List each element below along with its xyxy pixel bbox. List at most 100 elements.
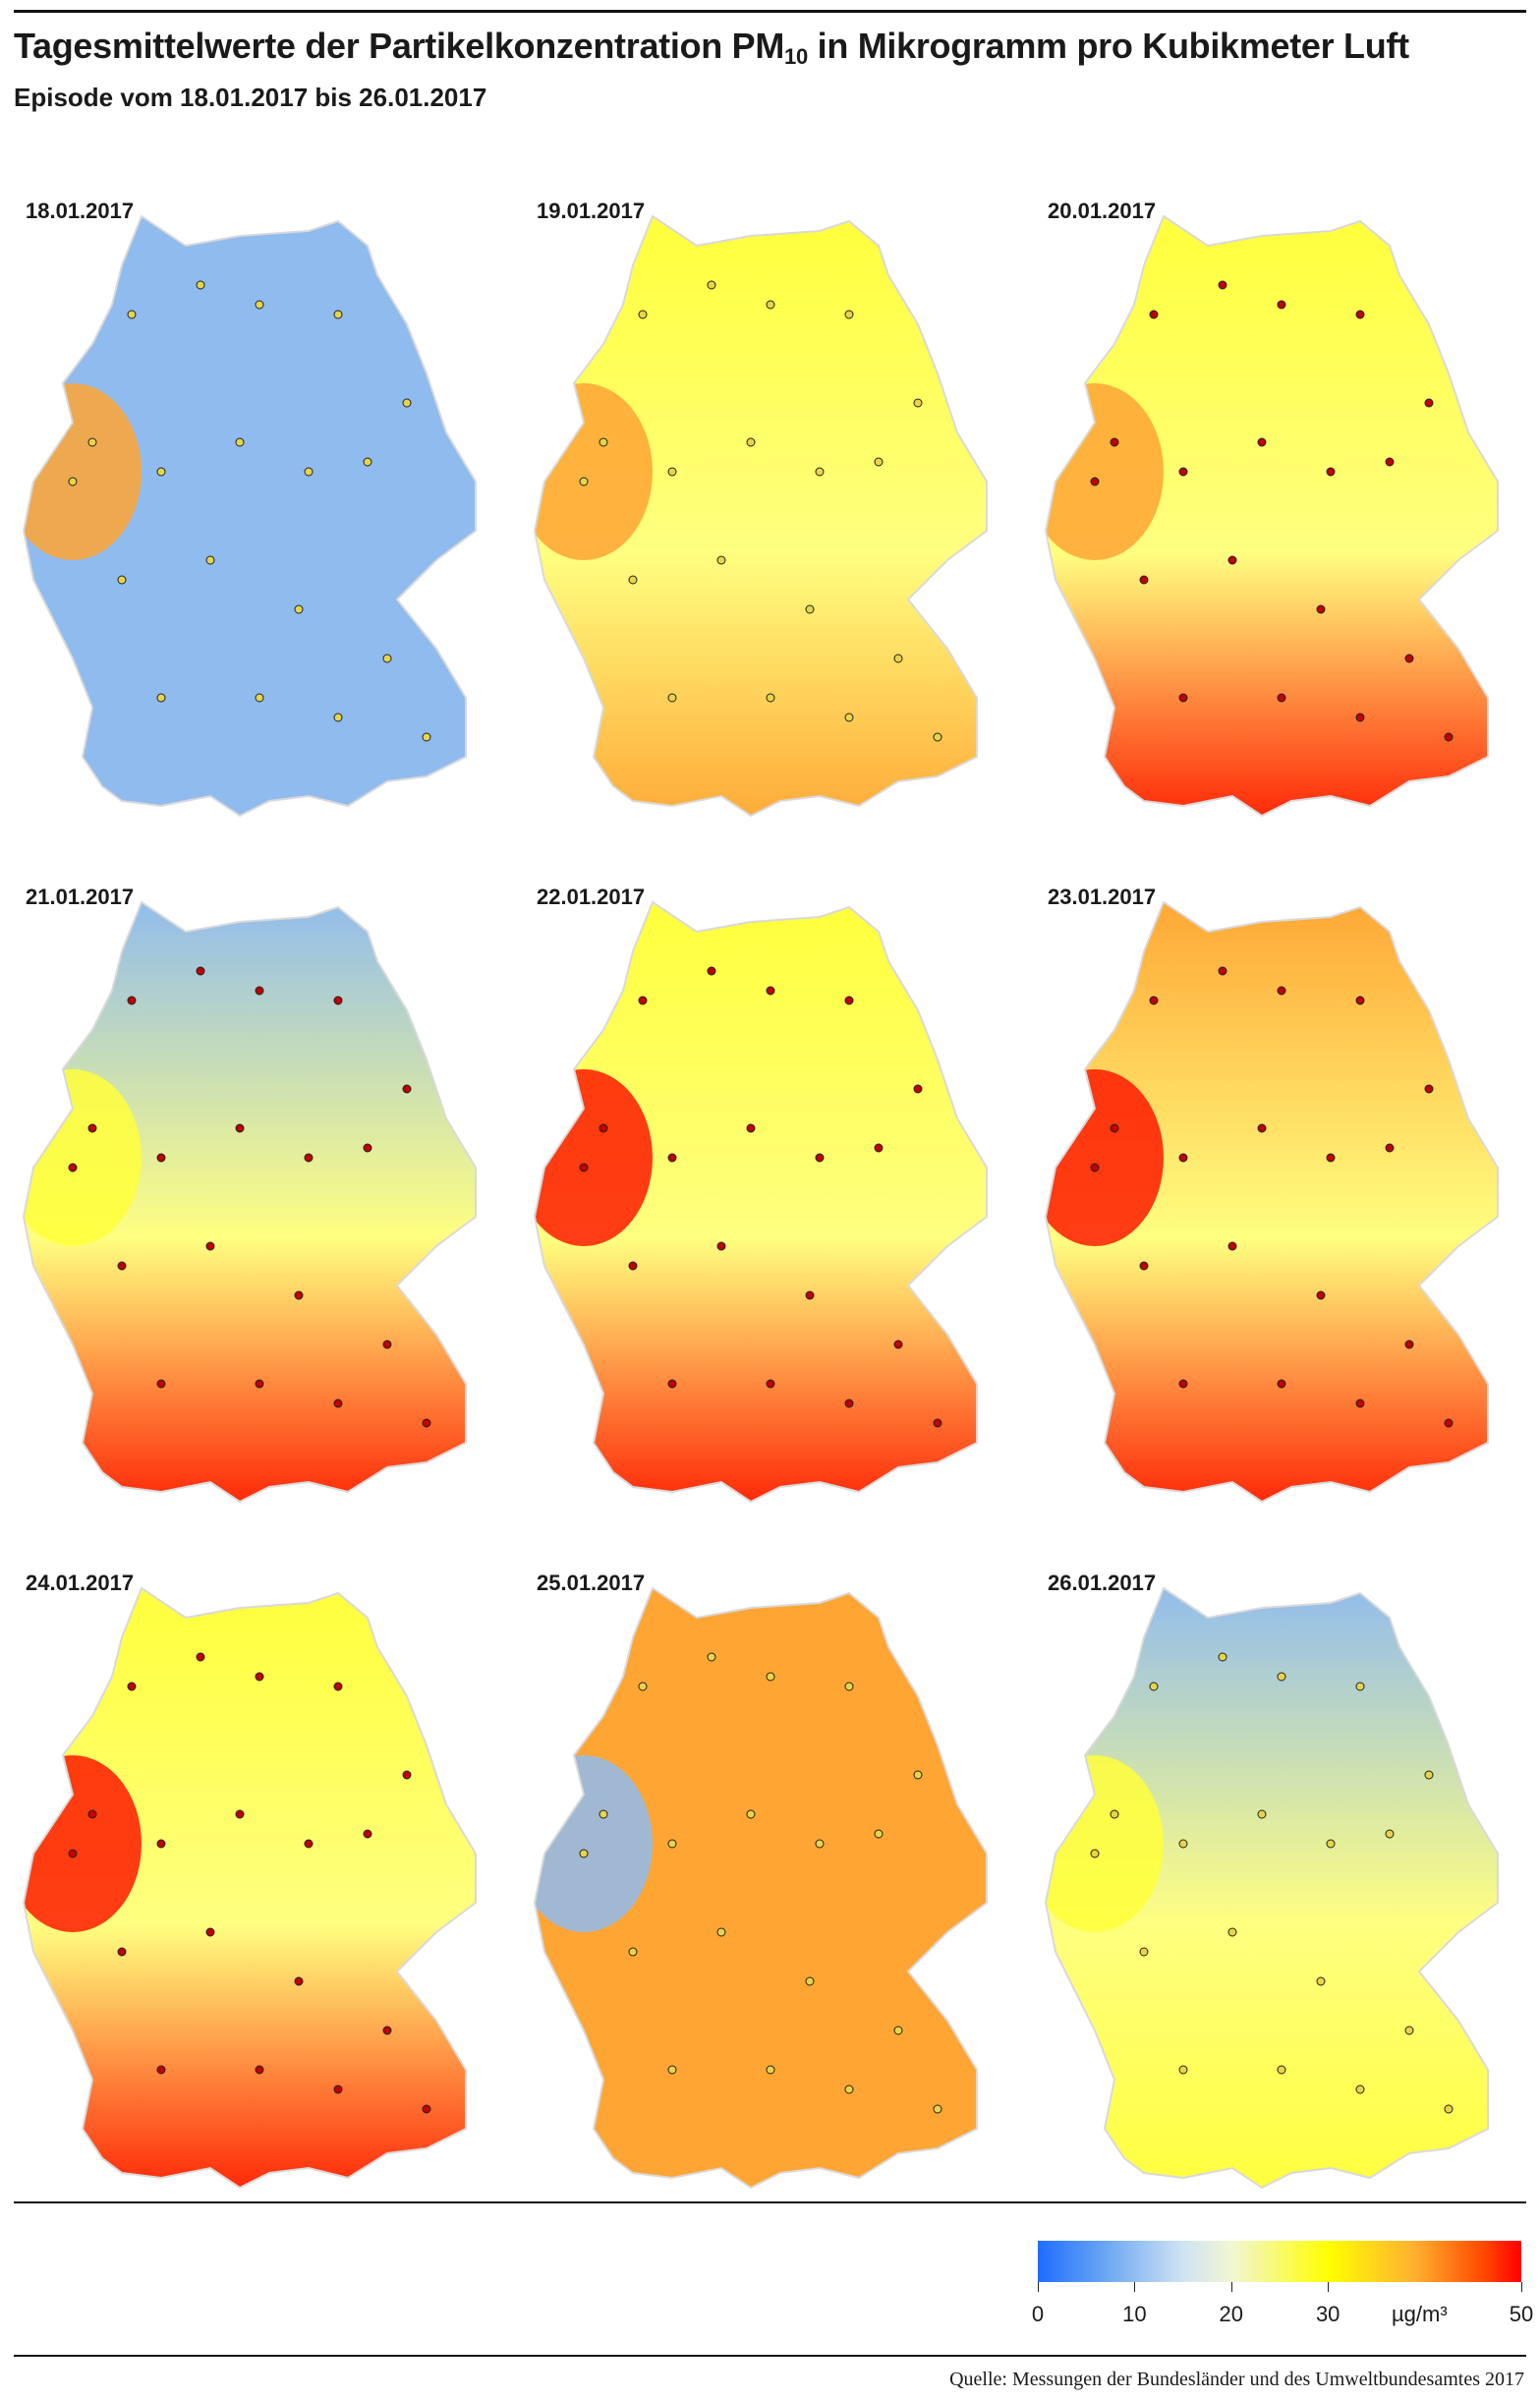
station-marker xyxy=(667,1839,677,1849)
station-marker xyxy=(1326,1839,1336,1849)
station-marker xyxy=(382,654,392,663)
station-marker xyxy=(1090,477,1100,486)
station-marker xyxy=(156,1379,166,1389)
station-marker xyxy=(333,1399,343,1408)
station-marker xyxy=(815,467,825,477)
legend-unit: µg/m³ xyxy=(1392,2302,1448,2326)
station-marker xyxy=(874,1143,884,1153)
station-marker xyxy=(874,457,884,467)
station-marker xyxy=(766,693,775,703)
station-marker xyxy=(766,2065,775,2075)
legend-tick xyxy=(1038,2282,1039,2292)
station-marker xyxy=(716,555,726,565)
station-marker xyxy=(87,1123,97,1133)
station-marker xyxy=(638,310,648,319)
station-marker xyxy=(1316,1976,1326,1986)
station-marker xyxy=(628,1947,638,1957)
station-marker xyxy=(1218,280,1227,290)
station-marker xyxy=(402,1770,412,1780)
station-marker xyxy=(1277,1379,1286,1389)
station-marker xyxy=(579,1163,589,1172)
station-marker xyxy=(1149,1682,1159,1691)
station-marker xyxy=(933,732,942,742)
station-marker xyxy=(933,2104,942,2114)
station-marker xyxy=(805,1290,815,1300)
country-outline xyxy=(533,900,988,1504)
station-marker xyxy=(1090,1163,1100,1172)
station-marker xyxy=(1139,1261,1149,1271)
station-marker xyxy=(599,1123,608,1133)
station-marker xyxy=(1090,1849,1100,1858)
station-marker xyxy=(402,398,412,408)
station-marker xyxy=(667,1153,677,1163)
panel-date: 26.01.2017 xyxy=(1048,1571,1157,1595)
panel-date: 23.01.2017 xyxy=(1048,885,1157,909)
station-marker xyxy=(422,2104,431,2114)
station-marker xyxy=(196,1652,205,1662)
station-marker xyxy=(1178,1839,1188,1849)
station-marker xyxy=(1326,1153,1336,1163)
station-marker xyxy=(1355,2085,1365,2094)
legend-tick-label: 50 xyxy=(1509,2302,1534,2326)
station-marker xyxy=(815,1153,825,1163)
panel-date: 21.01.2017 xyxy=(26,885,135,909)
station-marker xyxy=(1355,1399,1365,1408)
station-marker xyxy=(1277,693,1286,703)
station-marker xyxy=(333,310,343,319)
station-marker xyxy=(127,310,137,319)
station-marker xyxy=(1355,1682,1365,1691)
station-marker xyxy=(1355,996,1365,1005)
map-panel: 20.01.2017 xyxy=(1036,147,1540,835)
station-marker xyxy=(1277,2065,1286,2075)
station-marker xyxy=(196,966,205,976)
germany-map xyxy=(1044,214,1499,818)
station-marker xyxy=(1178,693,1188,703)
station-marker xyxy=(333,996,343,1005)
station-marker xyxy=(255,693,264,703)
station-marker xyxy=(766,300,775,310)
station-marker xyxy=(707,280,716,290)
station-marker xyxy=(333,2085,343,2094)
station-marker xyxy=(746,437,756,447)
panel-date: 24.01.2017 xyxy=(26,1571,135,1595)
station-marker xyxy=(304,1839,314,1849)
station-marker xyxy=(893,1340,903,1349)
station-marker xyxy=(667,1379,677,1389)
station-marker xyxy=(746,1123,756,1133)
legend-tick xyxy=(1328,2282,1330,2292)
station-marker xyxy=(1110,437,1119,447)
station-marker xyxy=(1218,1652,1227,1662)
station-marker xyxy=(667,693,677,703)
station-marker xyxy=(304,1153,314,1163)
station-marker xyxy=(893,2026,903,2035)
panel-date: 19.01.2017 xyxy=(537,199,646,223)
station-marker xyxy=(1277,986,1286,996)
station-marker xyxy=(1257,1123,1267,1133)
station-marker xyxy=(667,2065,677,2075)
station-marker xyxy=(68,477,78,486)
station-marker xyxy=(1178,1153,1188,1163)
germany-map xyxy=(1044,900,1499,1504)
station-marker xyxy=(628,575,638,585)
station-marker xyxy=(1110,1809,1119,1819)
station-marker xyxy=(1355,310,1365,319)
station-marker xyxy=(68,1849,78,1858)
station-marker xyxy=(1385,1829,1395,1839)
station-marker xyxy=(294,604,304,614)
map-panel: 24.01.2017 xyxy=(14,1519,525,2207)
station-marker xyxy=(874,1829,884,1839)
station-marker xyxy=(1385,1143,1395,1153)
station-marker xyxy=(707,1652,716,1662)
map-panel: 21.01.2017 xyxy=(14,833,525,1521)
station-marker xyxy=(913,398,923,408)
germany-map xyxy=(1044,1586,1499,2190)
map-panel: 19.01.2017 xyxy=(525,147,1036,835)
station-marker xyxy=(815,1839,825,1849)
station-marker xyxy=(893,654,903,663)
station-marker xyxy=(1404,654,1414,663)
station-marker xyxy=(599,437,608,447)
station-marker xyxy=(1178,1379,1188,1389)
germany-map xyxy=(533,900,988,1504)
station-marker xyxy=(1277,1672,1286,1682)
station-marker xyxy=(1257,437,1267,447)
